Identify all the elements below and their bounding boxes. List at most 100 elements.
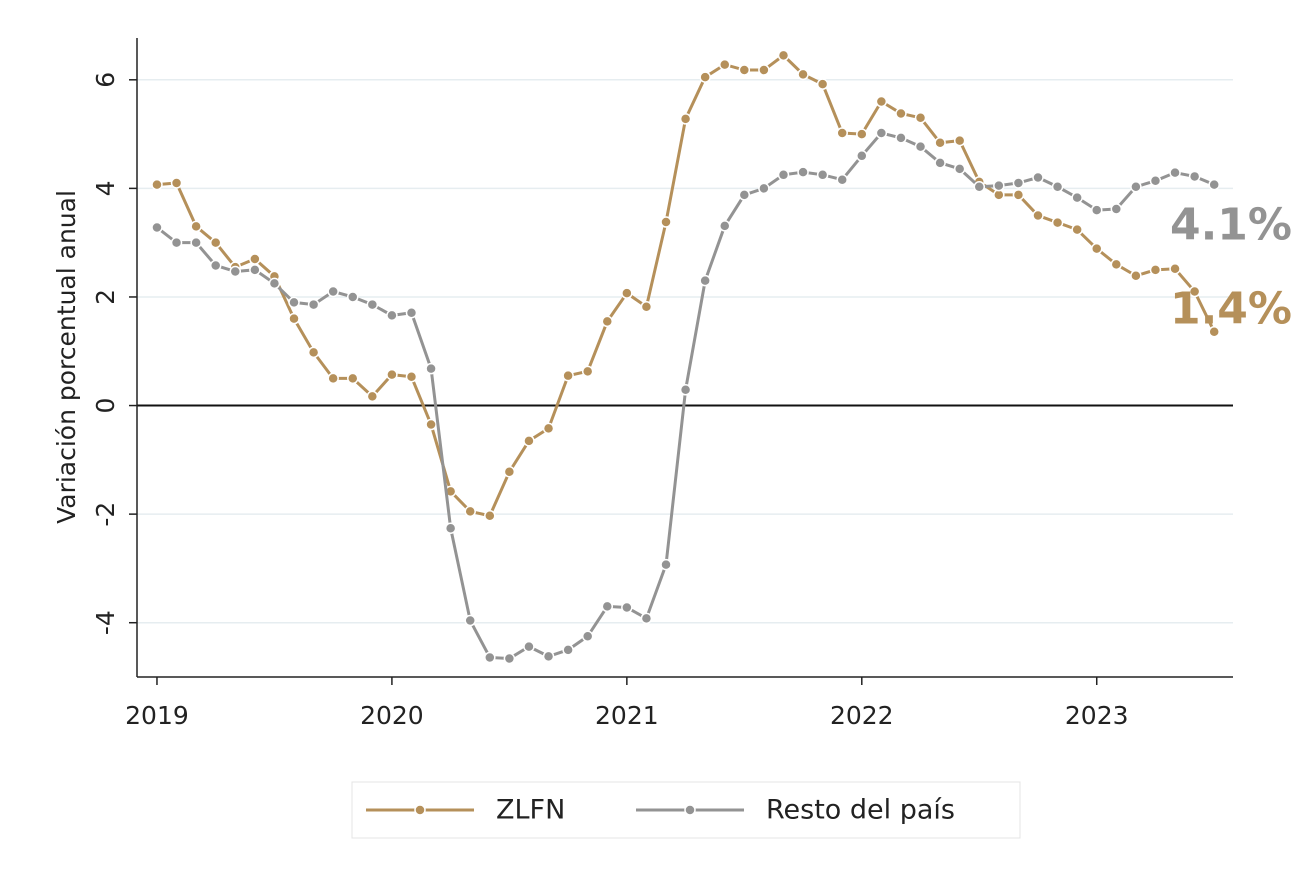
point [464, 505, 476, 518]
point [307, 346, 320, 359]
point [836, 127, 848, 139]
point [288, 296, 300, 309]
point [993, 179, 1005, 192]
point [953, 163, 966, 175]
point [581, 365, 594, 378]
point [777, 49, 790, 62]
point [562, 369, 574, 382]
point [307, 298, 320, 311]
point [542, 422, 555, 435]
point [1188, 285, 1201, 298]
x-tick-label: 2023 [1065, 701, 1129, 730]
legend-marker [414, 804, 426, 816]
point [875, 95, 888, 108]
point [386, 309, 398, 322]
point [1090, 204, 1103, 216]
y-tick-label: -4 [91, 610, 120, 635]
point [660, 216, 672, 228]
point [1032, 209, 1044, 222]
point [503, 652, 516, 665]
end-label: 1.4% [1170, 284, 1292, 335]
point [1149, 175, 1162, 187]
point [816, 78, 829, 90]
point [1169, 166, 1181, 179]
point [405, 371, 418, 383]
point [464, 614, 476, 627]
point [542, 650, 555, 663]
point [679, 384, 692, 396]
x-tick-label: 2020 [360, 701, 424, 730]
point [327, 372, 339, 385]
point [366, 298, 379, 311]
point [288, 312, 300, 325]
point [738, 64, 751, 76]
point [914, 140, 927, 153]
point [679, 113, 692, 125]
point [249, 264, 261, 276]
point [953, 134, 966, 147]
point [190, 236, 202, 249]
point [797, 166, 809, 178]
point [640, 300, 653, 313]
point [1051, 181, 1064, 193]
point [170, 177, 183, 189]
point [151, 221, 163, 234]
point [719, 58, 731, 71]
point [1090, 242, 1103, 255]
legend-marker [684, 804, 696, 816]
point [640, 612, 653, 625]
point [738, 189, 751, 201]
point [405, 306, 418, 319]
y-tick-label: 2 [91, 289, 120, 305]
point [777, 169, 790, 181]
point [484, 510, 496, 522]
point [523, 435, 535, 447]
y-tick-label: -2 [91, 502, 120, 527]
y-axis-label: Variación porcentual anual [52, 190, 81, 524]
point [856, 128, 868, 140]
point [973, 181, 986, 193]
point [1208, 325, 1220, 338]
point [1169, 262, 1181, 275]
point [327, 285, 339, 298]
point [249, 253, 261, 265]
point [229, 265, 242, 278]
series-line [156, 131, 1215, 661]
point [346, 372, 359, 385]
point [758, 182, 770, 195]
point [660, 558, 672, 571]
point [1110, 258, 1123, 271]
point [836, 173, 848, 186]
point [934, 157, 946, 169]
point [895, 107, 907, 120]
x-tick-label: 2022 [830, 701, 894, 730]
point [366, 390, 379, 403]
y-tick-label: 6 [91, 72, 120, 88]
point [621, 287, 633, 299]
point [875, 127, 888, 139]
point [699, 71, 711, 83]
point [562, 644, 574, 656]
point [425, 362, 437, 375]
point [209, 259, 222, 272]
end-label: 4.1% [1170, 200, 1292, 251]
point [503, 466, 516, 478]
point [1012, 177, 1025, 189]
point [425, 418, 437, 431]
point [699, 274, 711, 287]
point [170, 236, 183, 249]
legend-label: Resto del país [766, 795, 955, 826]
point [209, 236, 222, 249]
point [386, 368, 398, 381]
point [621, 601, 633, 614]
point [1130, 181, 1142, 193]
point [1208, 178, 1220, 191]
y-tick-label: 4 [91, 180, 120, 196]
point [1012, 189, 1025, 201]
point [190, 220, 202, 233]
point [1032, 171, 1044, 184]
point [346, 291, 359, 303]
point [719, 220, 731, 232]
point [1071, 223, 1083, 236]
